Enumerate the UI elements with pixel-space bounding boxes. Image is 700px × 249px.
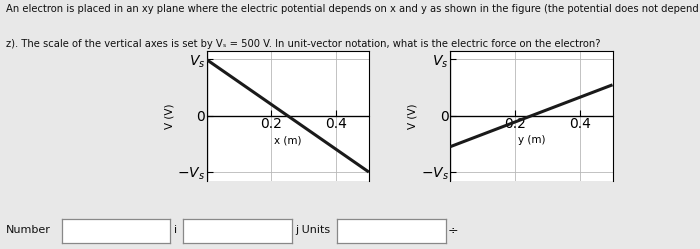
- Text: i: i: [174, 225, 176, 235]
- X-axis label: y (m): y (m): [517, 135, 545, 145]
- Text: Number: Number: [6, 225, 50, 235]
- Text: ÷: ÷: [448, 224, 458, 237]
- Y-axis label: V (V): V (V): [408, 103, 418, 128]
- Text: j Units: j Units: [295, 225, 330, 235]
- X-axis label: x (m): x (m): [274, 135, 302, 145]
- Y-axis label: V (V): V (V): [164, 103, 174, 128]
- Text: z). The scale of the vertical axes is set by Vₛ = 500 V. In unit-vector notation: z). The scale of the vertical axes is se…: [6, 39, 600, 49]
- Text: An electron is placed in an xy plane where the electric potential depends on x a: An electron is placed in an xy plane whe…: [6, 4, 700, 14]
